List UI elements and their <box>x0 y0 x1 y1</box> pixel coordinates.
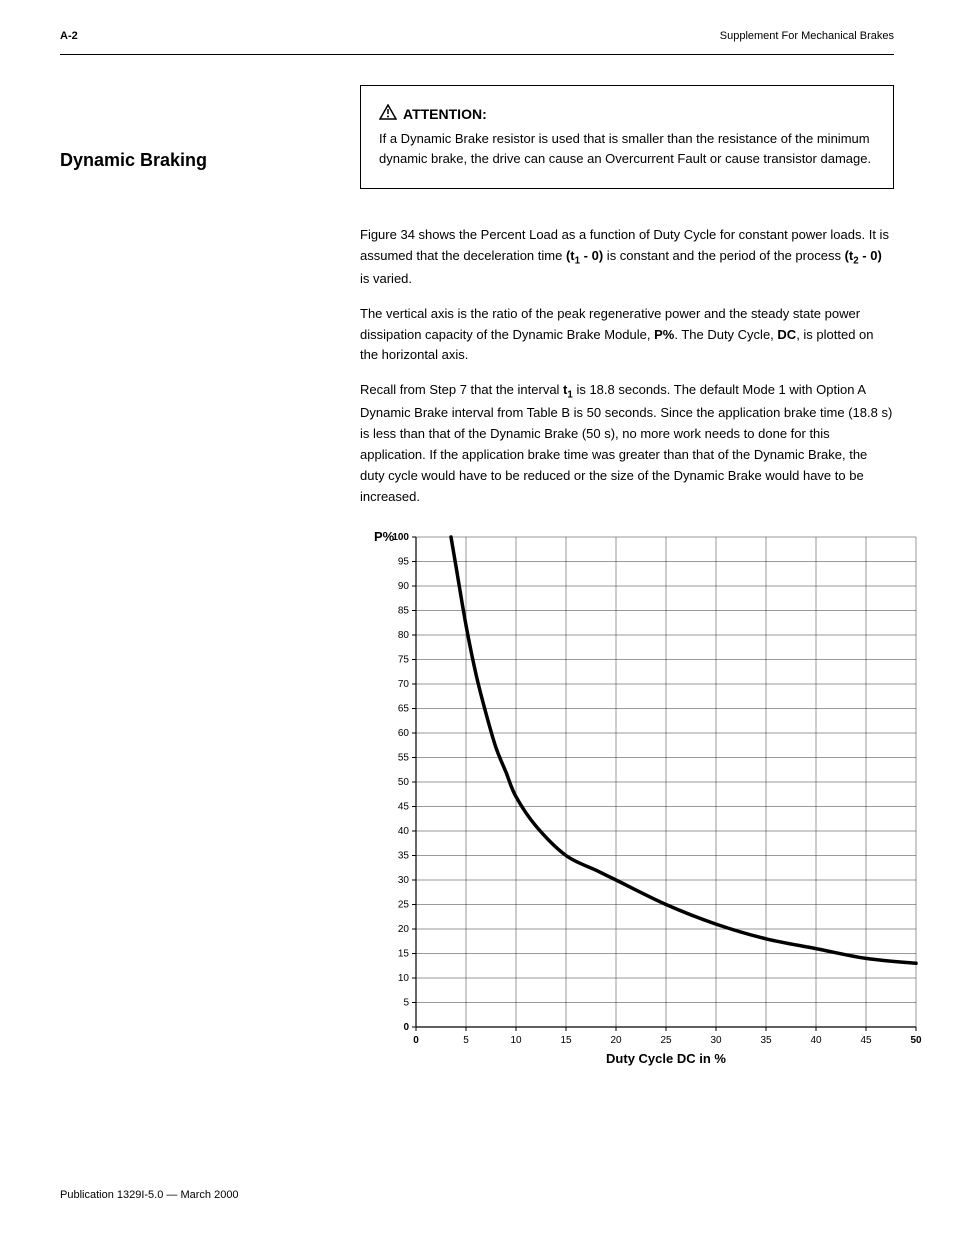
svg-text:50: 50 <box>398 777 410 788</box>
paragraph-1: Figure 34 shows the Percent Load as a fu… <box>360 225 894 290</box>
svg-text:60: 60 <box>398 728 410 739</box>
p1-mid: is constant and the period of the proces… <box>603 248 844 263</box>
svg-text:40: 40 <box>398 826 410 837</box>
chart-container: 0510152025303540455055606570758085909510… <box>360 527 894 1067</box>
warning-icon <box>379 104 397 123</box>
paragraph-3: Recall from Step 7 that the interval t1 … <box>360 380 894 507</box>
header-left: A-2 <box>60 30 78 42</box>
svg-text:25: 25 <box>398 900 410 911</box>
content-column: ATTENTION: If a Dynamic Brake resistor i… <box>360 85 894 1067</box>
svg-text:100: 100 <box>392 532 409 543</box>
top-rule <box>60 54 894 55</box>
svg-text:10: 10 <box>398 973 410 984</box>
p3-b1: t1 <box>563 382 573 397</box>
p3-pre: Recall from Step 7 that the interval <box>360 382 563 397</box>
p1-b1: (t1 - 0) <box>566 248 603 263</box>
svg-text:45: 45 <box>860 1035 872 1046</box>
svg-text:35: 35 <box>398 851 410 862</box>
svg-text:Duty Cycle DC in %: Duty Cycle DC in % <box>606 1051 726 1066</box>
p1-b2: (t2 - 0) <box>845 248 882 263</box>
svg-text:20: 20 <box>610 1035 622 1046</box>
body-text: Figure 34 shows the Percent Load as a fu… <box>360 225 894 507</box>
attention-body: If a Dynamic Brake resistor is used that… <box>379 129 875 168</box>
svg-text:90: 90 <box>398 581 410 592</box>
page: A-2 Supplement For Mechanical Brakes Dyn… <box>0 0 954 1235</box>
svg-text:10: 10 <box>510 1035 522 1046</box>
attention-title-row: ATTENTION: <box>379 104 875 123</box>
footer-left: Publication 1329I-5.0 — March 2000 <box>60 1189 239 1201</box>
svg-text:20: 20 <box>398 924 410 935</box>
svg-text:0: 0 <box>403 1022 409 1033</box>
svg-text:75: 75 <box>398 655 410 666</box>
svg-text:P%: P% <box>374 529 395 544</box>
svg-text:65: 65 <box>398 704 410 715</box>
page-footer: Publication 1329I-5.0 — March 2000 <box>60 1189 894 1201</box>
svg-text:50: 50 <box>910 1035 922 1046</box>
p2-b2: DC <box>777 327 796 342</box>
attention-box: ATTENTION: If a Dynamic Brake resistor i… <box>360 85 894 189</box>
svg-text:95: 95 <box>398 557 410 568</box>
p1-b1a: (t <box>566 248 575 263</box>
p1-b2a: (t <box>845 248 854 263</box>
svg-text:30: 30 <box>710 1035 722 1046</box>
section-title: Dynamic Braking <box>60 150 340 171</box>
p1-post: is varied. <box>360 271 412 286</box>
p3-post: is 18.8 seconds. The default Mode 1 with… <box>360 382 892 503</box>
p2-mid: . The Duty Cycle, <box>674 327 777 342</box>
svg-text:45: 45 <box>398 802 410 813</box>
svg-text:30: 30 <box>398 875 410 886</box>
paragraph-2: The vertical axis is the ratio of the pe… <box>360 304 894 366</box>
svg-text:15: 15 <box>398 949 410 960</box>
p1-b1b: - 0) <box>580 248 603 263</box>
svg-text:35: 35 <box>760 1035 772 1046</box>
svg-text:85: 85 <box>398 606 410 617</box>
svg-text:70: 70 <box>398 679 410 690</box>
svg-text:5: 5 <box>403 998 409 1009</box>
svg-text:0: 0 <box>413 1035 419 1046</box>
svg-text:25: 25 <box>660 1035 672 1046</box>
svg-text:55: 55 <box>398 753 410 764</box>
svg-text:5: 5 <box>463 1035 469 1046</box>
svg-text:80: 80 <box>398 630 410 641</box>
p1-b2b: - 0) <box>859 248 882 263</box>
header-right: Supplement For Mechanical Brakes <box>720 30 894 42</box>
page-header: A-2 Supplement For Mechanical Brakes <box>60 30 894 42</box>
duty-cycle-chart: 0510152025303540455055606570758085909510… <box>360 527 924 1067</box>
svg-text:15: 15 <box>560 1035 572 1046</box>
p2-b1: P% <box>654 327 674 342</box>
attention-label: ATTENTION: <box>403 106 487 122</box>
svg-text:40: 40 <box>810 1035 822 1046</box>
